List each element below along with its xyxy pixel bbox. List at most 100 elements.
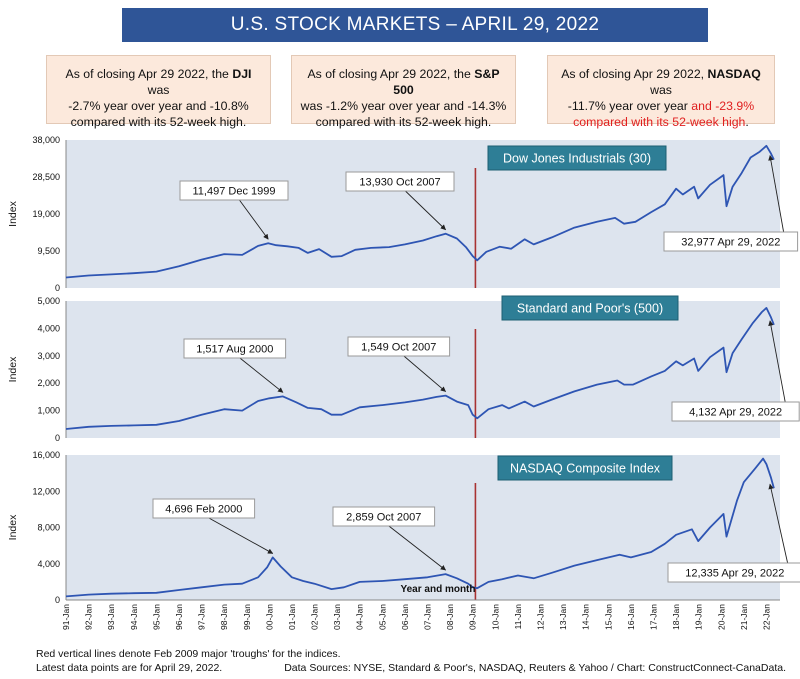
annotation-arrow — [208, 517, 274, 554]
annotation-arrow — [405, 190, 446, 231]
x-tick-label: 13-Jan — [558, 604, 568, 630]
page-title-text: U.S. STOCK MARKETS – APRIL 29, 2022 — [230, 14, 600, 35]
series-line — [65, 457, 775, 598]
y-tick-label: 5,000 — [37, 296, 60, 306]
annotation-box — [152, 498, 256, 519]
x-tick-label: 97-Jan — [197, 604, 207, 630]
x-tick-label: 09-Jan — [468, 604, 478, 630]
x-tick-label: 07-Jan — [423, 604, 433, 630]
x-tick-label: 02-Jan — [310, 604, 320, 630]
x-tick-label: 95-Jan — [151, 604, 161, 630]
y-tick-label: 38,000 — [32, 135, 60, 145]
x-tick-label: 98-Jan — [219, 604, 229, 630]
annotation-box — [667, 562, 800, 583]
chart-title: NASDAQ Composite Index — [510, 462, 661, 476]
x-tick-label: 08-Jan — [445, 604, 455, 630]
y-tick-label: 0 — [55, 595, 60, 605]
y-tick-label: 0 — [55, 283, 60, 293]
annotation-box — [663, 231, 799, 252]
annotation-label: 1,549 Oct 2007 — [361, 342, 436, 354]
nasdaq-summary-post1: was — [650, 83, 672, 97]
series-line — [65, 306, 775, 430]
annotation-label: 4,132 Apr 29, 2022 — [689, 407, 782, 419]
annotation-arrow — [239, 199, 269, 240]
x-tick-label: 11-Jan — [513, 604, 523, 630]
y-axis-label: Index — [7, 356, 19, 382]
x-tick-label: 93-Jan — [106, 604, 116, 630]
plot-background — [66, 301, 780, 438]
x-tick-label: 00-Jan — [264, 604, 274, 630]
annotation-label: 4,696 Feb 2000 — [165, 504, 242, 516]
annotation-arrow — [768, 155, 785, 233]
dji-summary-index: DJI — [232, 67, 252, 81]
chart-panel-1: 0 1,000 2,000 3,000 4,000 5,000 Index Standard … — [7, 295, 800, 443]
y-tick-label: 4,000 — [37, 323, 60, 333]
y-axis-label: Index — [7, 514, 19, 540]
x-tick-label: 03-Jan — [332, 604, 342, 630]
chart-title: Dow Jones Industrials (30) — [503, 152, 651, 166]
annotation-box — [345, 171, 455, 192]
y-axis-label: Index — [7, 200, 19, 226]
chart-title-box — [487, 145, 667, 171]
x-tick-label: 10-Jan — [490, 604, 500, 630]
annotation-box — [347, 336, 451, 357]
annotation-arrow — [768, 483, 789, 564]
x-tick-label: 20-Jan — [716, 604, 726, 630]
nasdaq-summary-post2-tail: . — [745, 115, 749, 129]
y-tick-label: 1,000 — [37, 406, 60, 416]
annotation-label: 1,517 Aug 2000 — [196, 344, 273, 356]
annotation-box — [332, 506, 436, 527]
annotation-arrow — [388, 525, 447, 571]
x-tick-label: 12-Jan — [535, 604, 545, 630]
x-tick-label: 19-Jan — [694, 604, 704, 630]
x-tick-label: 01-Jan — [287, 604, 297, 630]
nasdaq-summary-pre: As of closing Apr 29 2022, — [561, 67, 708, 81]
y-tick-label: 19,000 — [32, 209, 60, 219]
nasdaq-summary: As of closing Apr 29 2022, NASDAQ was -1… — [547, 55, 775, 129]
nasdaq-summary-post2-red: compared with its 52-week high — [573, 115, 746, 129]
annotation-box — [671, 401, 800, 422]
series-line — [65, 144, 775, 279]
annotation-box — [183, 338, 287, 359]
sp500-summary: As of closing Apr 29 2022, the S&P 500 w… — [291, 55, 516, 129]
annotation-arrow — [239, 357, 284, 393]
chart-panel-2: 0 4,000 8,000 12,000 16,000 Index NASDAQ Compo… — [7, 450, 800, 605]
nasdaq-summary-yoy-red: and -23.9% — [691, 99, 755, 113]
x-tick-label: 92-Jan — [84, 604, 94, 630]
annotation-label: 11,497 Dec 1999 — [193, 186, 276, 198]
page-title: U.S. STOCK MARKETS – APRIL 29, 2022 — [122, 8, 708, 42]
dji-summary-post1: was — [147, 83, 170, 97]
y-tick-label: 12,000 — [32, 486, 60, 496]
x-tick-label: 94-Jan — [129, 604, 139, 630]
x-tick-label: 96-Jan — [174, 604, 184, 630]
y-tick-label: 16,000 — [32, 450, 60, 460]
y-tick-label: 28,500 — [32, 172, 60, 182]
nasdaq-summary-index: NASDAQ — [707, 67, 761, 81]
dji-summary-yoy: -2.7% year over year and -10.8% — [68, 99, 249, 113]
y-tick-label: 3,000 — [37, 351, 60, 361]
x-tick-label: 05-Jan — [377, 604, 387, 630]
annotation-label: 2,859 Oct 2007 — [346, 512, 421, 524]
x-tick-label: 06-Jan — [400, 604, 410, 630]
x-tick-label: 99-Jan — [242, 604, 252, 630]
footer-note-2: Latest data points are for April 29, 202… — [36, 662, 223, 674]
footer-note-1: Red vertical lines denote Feb 2009 major… — [36, 648, 341, 660]
x-tick-label: 04-Jan — [355, 604, 365, 630]
x-tick-label: 15-Jan — [603, 604, 613, 630]
x-tick-label: 22-Jan — [761, 604, 771, 630]
x-axis-label: Year and month — [400, 584, 475, 595]
annotation-box — [179, 180, 289, 201]
sp500-summary-pre: As of closing Apr 29 2022, the — [307, 67, 475, 81]
annotation-arrow — [403, 355, 447, 392]
sp500-summary-yoy: was -1.2% year over year and -14.3% — [300, 99, 507, 113]
annotation-arrow — [768, 320, 786, 403]
dji-summary: As of closing Apr 29 2022, the DJI was -… — [46, 55, 271, 129]
nasdaq-summary-yoy: -11.7% year over year — [567, 99, 692, 113]
y-tick-label: 2,000 — [37, 378, 60, 388]
dji-summary-pre: As of closing Apr 29 2022, the — [65, 67, 233, 81]
x-tick-label: 16-Jan — [626, 604, 636, 630]
annotation-label: 12,335 Apr 29, 2022 — [685, 568, 784, 580]
sp500-summary-post2: compared with its 52-week high. — [315, 115, 492, 129]
chart-title-box — [497, 455, 673, 481]
